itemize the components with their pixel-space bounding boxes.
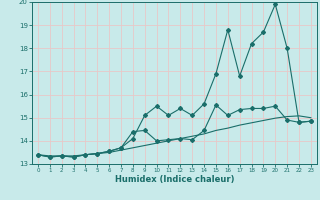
X-axis label: Humidex (Indice chaleur): Humidex (Indice chaleur) (115, 175, 234, 184)
